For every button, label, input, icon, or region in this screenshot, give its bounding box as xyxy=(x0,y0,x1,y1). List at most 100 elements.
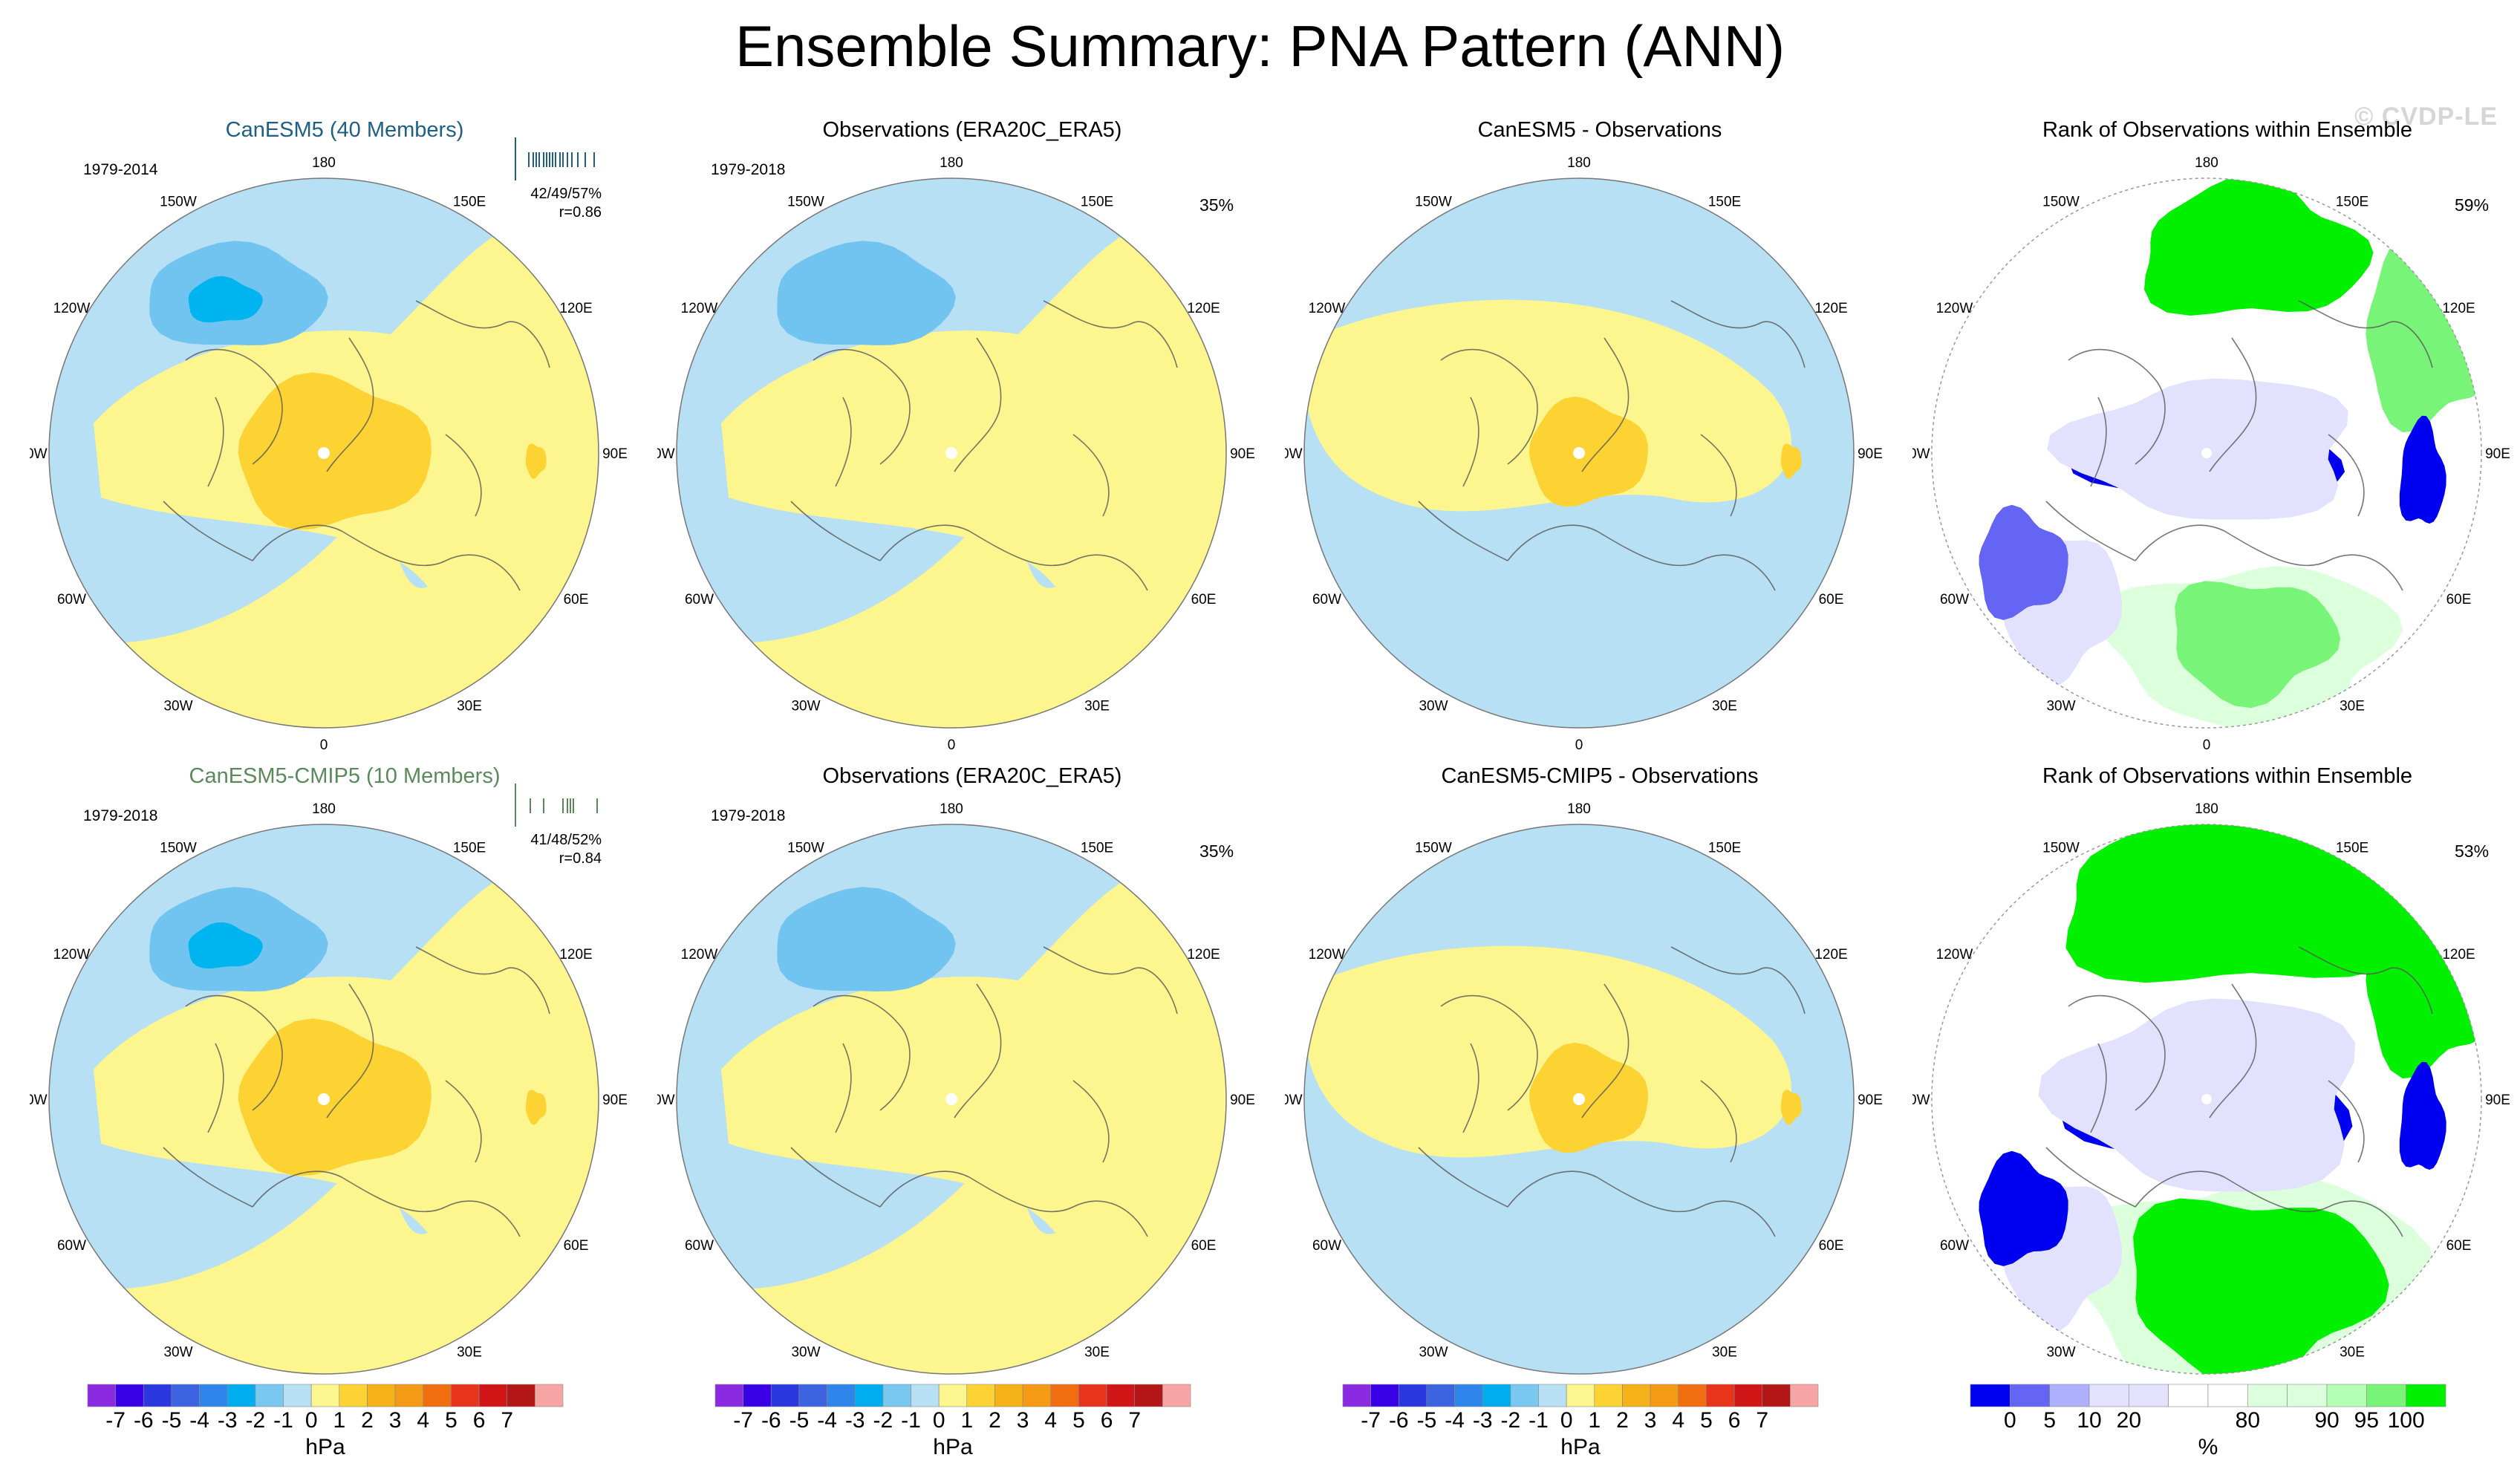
longitude-label: 180 xyxy=(940,801,963,817)
longitude-label: 150E xyxy=(2336,841,2368,856)
colorbar-tick-label: 20 xyxy=(2116,1408,2142,1433)
high-rank-northeast-region xyxy=(2366,235,2481,433)
longitude-label: 60E xyxy=(2446,592,2472,608)
colorbar-swatch xyxy=(938,1384,968,1407)
colorbar-swatch xyxy=(1650,1384,1679,1407)
longitude-label: 150E xyxy=(1708,841,1741,856)
colorbar-swatch xyxy=(798,1384,827,1407)
colorbar-tick-label: 5 xyxy=(1700,1408,1713,1433)
aleutian-low-core xyxy=(188,276,263,323)
positive-anomaly-region xyxy=(677,862,1226,1374)
colorbar-swatch xyxy=(994,1384,1023,1407)
colorbar-swatch xyxy=(882,1384,911,1407)
colorbar-tick-label: 3 xyxy=(1644,1408,1657,1433)
colorbar-tick-label: 6 xyxy=(1728,1408,1741,1433)
colorbar-tick-label: 0 xyxy=(2003,1408,2016,1433)
stats-line: 41/48/52% xyxy=(530,832,602,848)
longitude-label: 60E xyxy=(1819,592,1844,608)
positive-anomaly-region xyxy=(677,215,1226,728)
longitude-label: 60W xyxy=(57,1238,86,1254)
longitude-label: 150E xyxy=(1708,195,1741,210)
high-rank-north-region xyxy=(2144,178,2374,316)
pole-marker xyxy=(318,447,330,459)
map-boundary xyxy=(676,824,1227,1375)
east-asia-high-region xyxy=(525,443,547,479)
map-boundary xyxy=(1931,824,2482,1375)
low-rank-atlantic-region xyxy=(1979,1150,2068,1266)
longitude-label: 90W xyxy=(1912,1092,1930,1108)
colorbar-swatch xyxy=(1510,1384,1539,1407)
longitude-label: 120E xyxy=(1187,947,1220,963)
colorbar-tick-label: -3 xyxy=(217,1408,238,1433)
colorbar-tick-label: -5 xyxy=(161,1408,182,1433)
longitude-label: 60W xyxy=(1312,592,1341,608)
colorbar-swatch xyxy=(1622,1384,1651,1407)
panel-title: CanESM5 (40 Members) xyxy=(225,118,464,142)
colorbar-tick-label: 5 xyxy=(445,1408,458,1433)
longitude-label: 30E xyxy=(457,1345,482,1361)
colorbar-swatch xyxy=(507,1384,535,1407)
aleutian-low-core xyxy=(188,922,263,969)
map-panel: Observations (ERA20C_ERA5) 1979-2018 35% 18… xyxy=(657,761,1287,1400)
colorbar-swatch xyxy=(535,1384,564,1407)
longitude-label: 90E xyxy=(1858,446,1883,462)
colorbar-swatch xyxy=(2049,1384,2090,1407)
colorbar-tick-label: -6 xyxy=(1388,1408,1409,1433)
colorbar-swatch xyxy=(854,1384,884,1407)
high-rank-north-region xyxy=(2065,824,2464,983)
map-panel: Rank of Observations within Ensemble 59% 1… xyxy=(1912,115,2520,754)
map-boundary xyxy=(676,178,1227,729)
longitude-label: 90E xyxy=(1230,1092,1255,1108)
period-label: 1979-2018 xyxy=(711,807,786,824)
colorbar-tick-label: 4 xyxy=(1672,1408,1685,1433)
low-rank-halo xyxy=(2047,378,2348,520)
colorbar-tick-label: -2 xyxy=(245,1408,266,1433)
longitude-label: 90E xyxy=(602,1092,628,1108)
colorbar-swatch xyxy=(1399,1384,1427,1407)
longitude-label: 60W xyxy=(1312,1238,1341,1254)
colorbar-swatch xyxy=(1762,1384,1791,1407)
colorbar-tick-label: 3 xyxy=(1016,1408,1029,1433)
longitude-label: 90E xyxy=(2485,446,2510,462)
longitude-label: 30E xyxy=(1712,699,1737,714)
panel-title: Rank of Observations within Ensemble xyxy=(2042,764,2413,788)
longitude-label: 150W xyxy=(1415,841,1452,856)
longitude-label: 180 xyxy=(940,155,963,171)
colorbar-tick-label: 90 xyxy=(2314,1408,2340,1433)
low-rank-east-region xyxy=(2399,415,2446,524)
high-rank-northeast-region xyxy=(2366,881,2481,1079)
longitude-label: 120W xyxy=(1936,947,1973,963)
colorbar-swatch xyxy=(1078,1384,1107,1407)
colorbar-tick-label: 1 xyxy=(1588,1408,1601,1433)
stats-line: r=0.84 xyxy=(559,850,602,867)
period-label: 1979-2014 xyxy=(83,161,158,178)
positive-anomaly-region xyxy=(1304,945,1791,1158)
colorbar-tick-label: -3 xyxy=(1472,1408,1493,1433)
longitude-label: 90W xyxy=(1285,1092,1303,1108)
pole-marker xyxy=(1573,1093,1585,1105)
map-boundary xyxy=(1303,824,1855,1375)
longitude-label: 30E xyxy=(1084,1345,1110,1361)
map-panel: CanESM5 - Observations 180 150E 120E 90E 60E 3… xyxy=(1285,115,1915,754)
longitude-label: 0 xyxy=(1575,737,1583,753)
longitude-label: 150E xyxy=(2336,195,2368,210)
longitude-label: 180 xyxy=(312,801,336,817)
colorbar-tick-label: 0 xyxy=(932,1408,945,1433)
colorbar-swatch xyxy=(966,1384,995,1407)
panel-title: Rank of Observations within Ensemble xyxy=(2042,118,2413,142)
colorbar-swatch xyxy=(451,1384,480,1407)
colorbar-tick-label: -1 xyxy=(901,1408,921,1433)
longitude-label: 0 xyxy=(320,737,328,753)
colorbar-swatch xyxy=(827,1384,856,1407)
colorbar-tick-label: 95 xyxy=(2354,1408,2380,1433)
colorbar-swatch xyxy=(283,1384,312,1407)
polar-map: 180150E120E90E60E30E030W60W90W120W150W xyxy=(1912,155,2510,753)
longitude-label: 30E xyxy=(2340,699,2365,714)
longitude-label: 0 xyxy=(948,737,956,753)
polar-map: 180150E120E90E60E30E030W60W90W120W150W xyxy=(1912,801,2510,1399)
longitude-label: 90E xyxy=(1858,1092,1883,1108)
colorbar-tick-label: 7 xyxy=(501,1408,514,1433)
colorbar-swatch xyxy=(911,1384,940,1407)
colorbar-swatch xyxy=(1538,1384,1567,1407)
east-asia-high-region xyxy=(1780,443,1802,479)
